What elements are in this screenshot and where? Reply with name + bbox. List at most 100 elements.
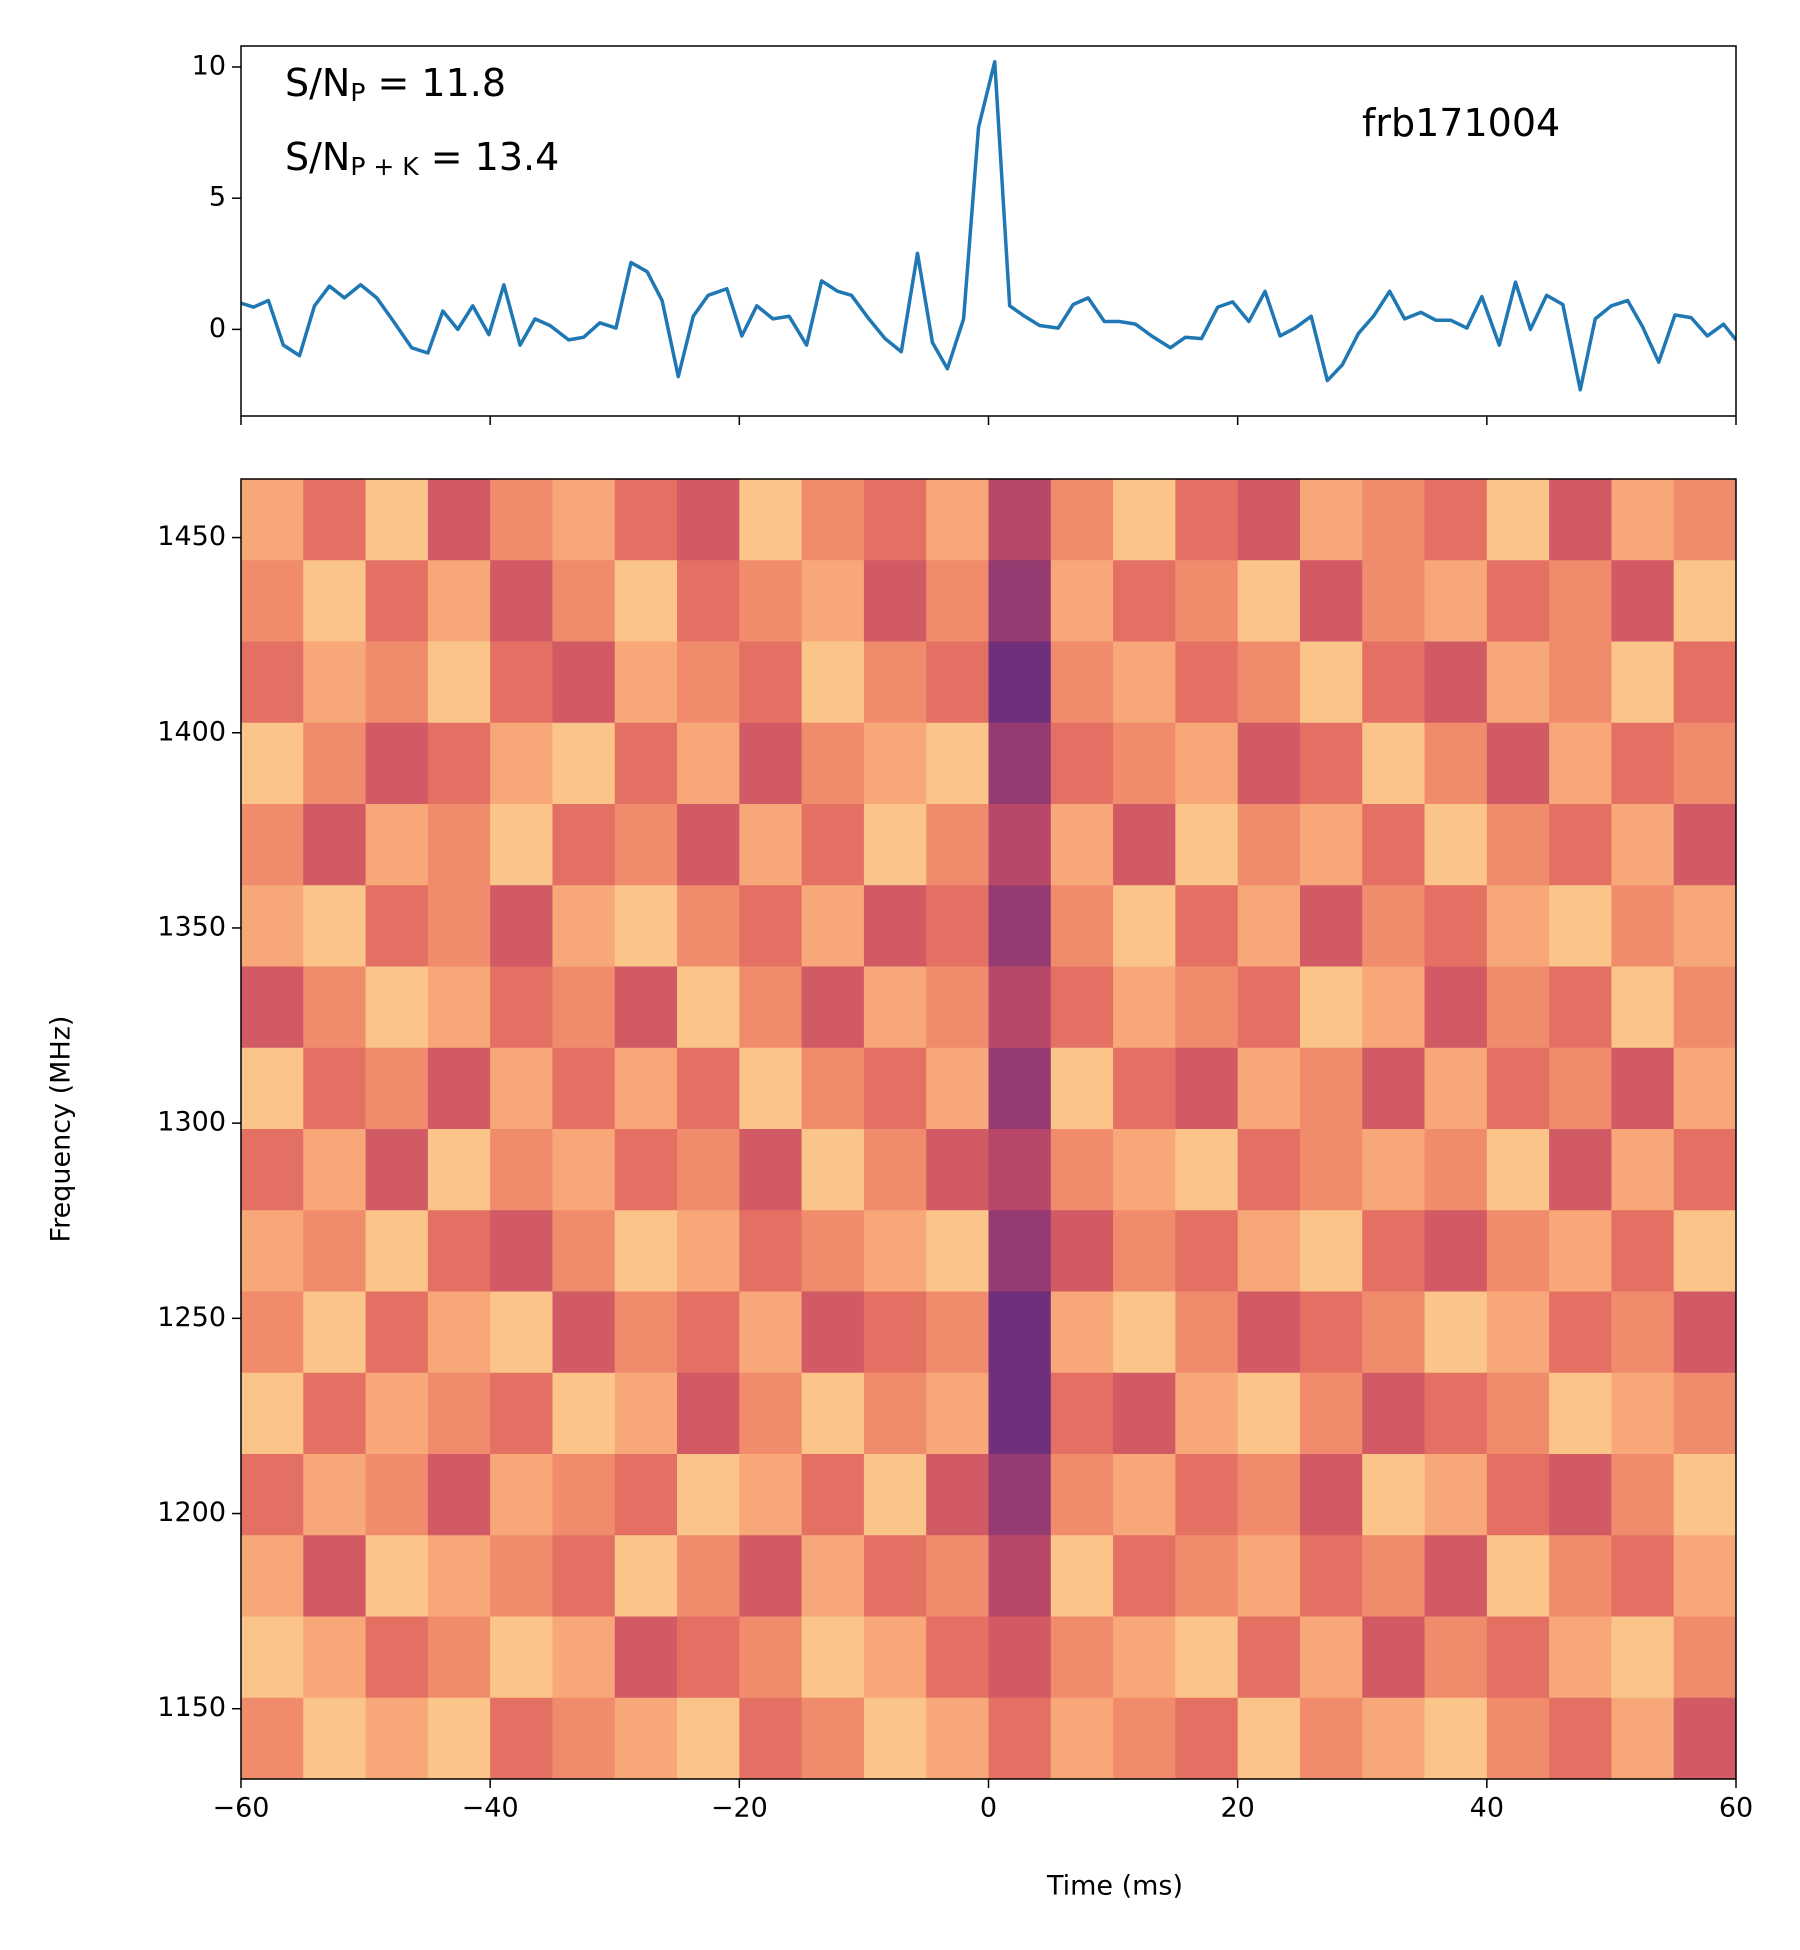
heatmap-cell — [1424, 1535, 1488, 1617]
heatmap-cell — [677, 804, 740, 886]
y-tick-label: 1250 — [157, 1302, 226, 1333]
heatmap-cell — [1299, 1129, 1363, 1211]
heatmap-cell — [1673, 722, 1737, 805]
heatmap-cell — [863, 1210, 927, 1292]
heatmap-cell — [1362, 1454, 1426, 1536]
heatmap-cell — [1299, 1291, 1363, 1374]
heatmap-cell — [1175, 722, 1239, 805]
heatmap-cell — [1237, 804, 1301, 886]
heatmap-cell — [1175, 804, 1239, 886]
heatmap-cell — [1050, 479, 1114, 561]
heatmap-cell — [1549, 1616, 1612, 1699]
heatmap-cell — [801, 560, 865, 642]
heatmap-cell — [490, 1372, 553, 1455]
heatmap-cell — [614, 1454, 678, 1536]
heatmap-cell — [241, 804, 304, 886]
heatmap-cell — [427, 1372, 491, 1455]
heatmap-cell — [863, 1129, 927, 1211]
annotation: S/NP = 11.8 — [285, 61, 506, 108]
heatmap-cell — [1611, 1535, 1675, 1617]
heatmap-cell — [926, 641, 989, 724]
heatmap-cell — [427, 966, 491, 1049]
heatmap-cell — [1362, 885, 1426, 967]
heatmap-cell — [1237, 479, 1301, 561]
heatmap-cell — [863, 1454, 927, 1536]
heatmap-cell — [1237, 1535, 1301, 1617]
heatmap-cell — [1611, 966, 1675, 1049]
heatmap-cell — [801, 479, 865, 561]
heatmap-cell — [490, 560, 553, 642]
y-axis-label: Frequency (MHz) — [46, 1016, 77, 1243]
heatmap-cell — [614, 1210, 678, 1292]
heatmap-cell — [303, 966, 367, 1049]
heatmap-cell — [490, 1129, 553, 1211]
heatmap-cell — [241, 1454, 304, 1536]
heatmap-cell — [1673, 1291, 1737, 1374]
heatmap-cell — [1486, 560, 1550, 642]
heatmap-cell — [1486, 1454, 1550, 1536]
heatmap-cell — [1611, 1616, 1675, 1699]
heatmap-cell — [1362, 1210, 1426, 1292]
heatmap-cell — [1237, 1291, 1301, 1374]
heatmap-cell — [739, 1210, 803, 1292]
heatmap-cell — [677, 479, 740, 561]
heatmap-cell — [552, 1697, 616, 1780]
heatmap-cell — [801, 722, 865, 805]
heatmap-cell — [801, 966, 865, 1049]
heatmap-cell — [926, 1129, 989, 1211]
heatmap-cell — [1050, 1616, 1114, 1699]
heatmap-cell — [241, 1210, 304, 1292]
heatmap-cell — [303, 1129, 367, 1211]
heatmap-cell — [1549, 560, 1612, 642]
heatmap-cell — [1611, 1210, 1675, 1292]
heatmap-cell — [1362, 804, 1426, 886]
heatmap-cell — [1050, 722, 1114, 805]
heatmap-cell — [863, 641, 927, 724]
heatmap-cell — [1237, 966, 1301, 1049]
heatmap-cell — [365, 885, 429, 967]
heatmap-cell — [988, 1454, 1052, 1536]
heatmap-cell — [1549, 1129, 1612, 1211]
annotation-part: frb171004 — [1362, 101, 1560, 145]
heatmap-cell — [1673, 560, 1737, 642]
heatmap-cell — [1611, 804, 1675, 886]
heatmap-cell — [427, 722, 491, 805]
heatmap-cell — [490, 1047, 553, 1130]
heatmap-cell — [988, 1616, 1052, 1699]
heatmap-cell — [988, 560, 1052, 642]
heatmap-cell — [1113, 1210, 1176, 1292]
heatmap-cell — [1237, 1129, 1301, 1211]
heatmap-cell — [988, 804, 1052, 886]
heatmap-cell — [614, 1535, 678, 1617]
heatmap-cell — [1362, 641, 1426, 724]
heatmap-cell — [490, 1616, 553, 1699]
heatmap-cell — [365, 1129, 429, 1211]
heatmap-cell — [1673, 804, 1737, 886]
heatmap-cell — [1113, 966, 1176, 1049]
heatmap-cell — [1050, 1535, 1114, 1617]
heatmap-cell — [1486, 1210, 1550, 1292]
heatmap-cell — [1175, 1129, 1239, 1211]
heatmap-cell — [1175, 966, 1239, 1049]
profile-line — [241, 59, 1736, 392]
heatmap-cell — [552, 966, 616, 1049]
heatmap-cell — [1050, 1210, 1114, 1292]
y-tick-label: 1400 — [157, 716, 226, 747]
heatmap-cell — [1175, 641, 1239, 724]
heatmap-cell — [1486, 1372, 1550, 1455]
annotation-part: S/N — [285, 61, 350, 105]
heatmap-cell — [552, 804, 616, 886]
x-tick-label: 0 — [980, 1793, 997, 1824]
heatmap-cell — [677, 1697, 740, 1780]
heatmap-cell — [1175, 1454, 1239, 1536]
y-tick-label: 1450 — [157, 521, 226, 552]
heatmap-cell — [1549, 641, 1612, 724]
heatmap-cell — [552, 1129, 616, 1211]
heatmap-cell — [1486, 479, 1550, 561]
heatmap-cell — [926, 1697, 989, 1780]
heatmap-cell — [1175, 479, 1239, 561]
heatmap-cell — [677, 885, 740, 967]
heatmap-cell — [490, 1454, 553, 1536]
heatmap-cell — [241, 1535, 304, 1617]
heatmap-cell — [427, 885, 491, 967]
